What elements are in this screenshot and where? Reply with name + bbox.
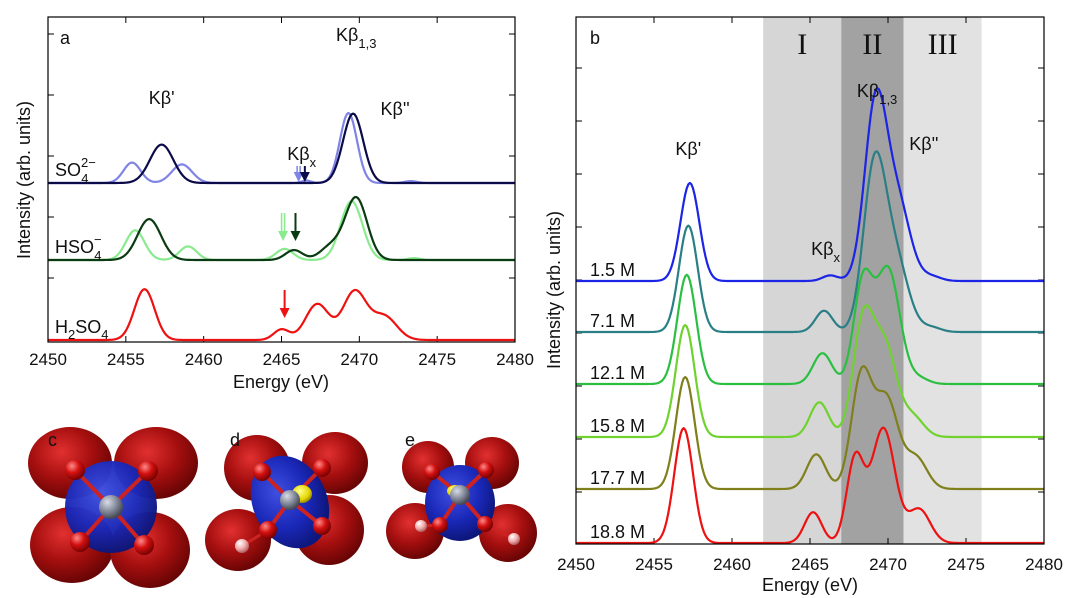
panel-b-series-line: [576, 150, 1044, 334]
panel-b-series-label: 1.5 M: [590, 260, 635, 280]
panel-a-xtick-label: 2450: [29, 350, 67, 369]
panel-a-series-line: [48, 112, 515, 185]
panel-a-arrow: [279, 290, 290, 318]
molecule-c-image: [28, 427, 198, 588]
panel-e-label: e: [405, 430, 415, 450]
panel-a-xtick-label: 2480: [496, 350, 534, 369]
panel-b-series-line: [576, 264, 1044, 386]
panel-a-xlabel: Energy (eV): [233, 372, 329, 392]
panel-b-series-line: [576, 365, 1044, 491]
panel-b-region-label: III: [928, 28, 958, 61]
panel-a-peak-label: Kβ1,3: [336, 25, 376, 51]
panel-b-series-label: 15.8 M: [590, 416, 645, 436]
panel-a-chart: 2450 2455 2460 2465 2470 2475 2480 SO2− 4 HSO− 4 H2…: [14, 16, 534, 392]
panel-a-arrow: [299, 166, 310, 182]
panel-b-xtick-label: 2455: [635, 555, 673, 574]
panel-a-label: a: [60, 28, 71, 48]
panel-b-frame: [575, 16, 1045, 545]
panel-a-series-line: [48, 195, 515, 262]
panel-b-peak-label: Kβx: [811, 239, 840, 265]
molecule-d-image: [205, 432, 368, 571]
panel-a-arrow: [290, 213, 301, 241]
panel-a-peak-label: Kβx: [287, 144, 316, 170]
panel-a-xtick-label: 2475: [418, 350, 456, 369]
panel-b-region-label: II: [862, 28, 882, 61]
molecule-e-image: [386, 437, 537, 562]
panel-d-label: d: [230, 430, 240, 450]
panel-b-series-label: 17.7 M: [590, 468, 645, 488]
panel-a-xtick-label: 2465: [263, 350, 301, 369]
panel-a-xtick-label: 2455: [107, 350, 145, 369]
panel-b-xtick-label: 2465: [791, 555, 829, 574]
panel-a-series-label: HSO− 4: [55, 232, 102, 263]
panel-b-xlabel: Energy (eV): [762, 575, 858, 595]
panel-b-series-line: [576, 87, 1044, 283]
panel-b-series-label: 12.1 M: [590, 363, 645, 383]
panel-a-arrow: [278, 213, 289, 241]
panel-b-label: b: [590, 28, 600, 48]
panel-b-series-line: [576, 304, 1044, 439]
panel-b-series-label: 7.1 M: [590, 311, 635, 331]
panel-b-xtick-label: 2460: [713, 555, 751, 574]
panel-b-series-line: [576, 426, 1044, 545]
panel-a-peak-label: Kβ'': [381, 99, 410, 119]
panel-b-peak-label: Kβ1,3: [857, 81, 897, 107]
panel-b-xtick-label: 2450: [557, 555, 595, 574]
panel-a-series-line: [48, 111, 515, 185]
panel-b-xtick-label: 2470: [869, 555, 907, 574]
panel-b-ylabel: Intensity (arb. units): [544, 211, 564, 369]
panel-a-series-label: SO2− 4: [55, 155, 96, 186]
panel-b-series-label: 18.8 M: [590, 522, 645, 542]
panel-a-ylabel: Intensity (arb. units): [14, 101, 34, 259]
panel-c-label: c: [48, 430, 57, 450]
panel-b-peak-label: Kβ'': [909, 134, 938, 154]
panel-a-series-label: H2SO4: [55, 317, 108, 342]
panel-a-frame: [47, 16, 516, 343]
panel-a-peak-label: Kβ': [149, 88, 175, 108]
panel-b-xtick-label: 2480: [1025, 555, 1063, 574]
panel-b-xtick-label: 2475: [947, 555, 985, 574]
panel-a-series-line: [48, 288, 515, 342]
panel-a-xtick-label: 2460: [185, 350, 223, 369]
panel-a-xtick-label: 2470: [340, 350, 378, 369]
panel-b-region-label: I: [797, 28, 807, 61]
panel-b-peak-label: Kβ': [675, 139, 701, 159]
